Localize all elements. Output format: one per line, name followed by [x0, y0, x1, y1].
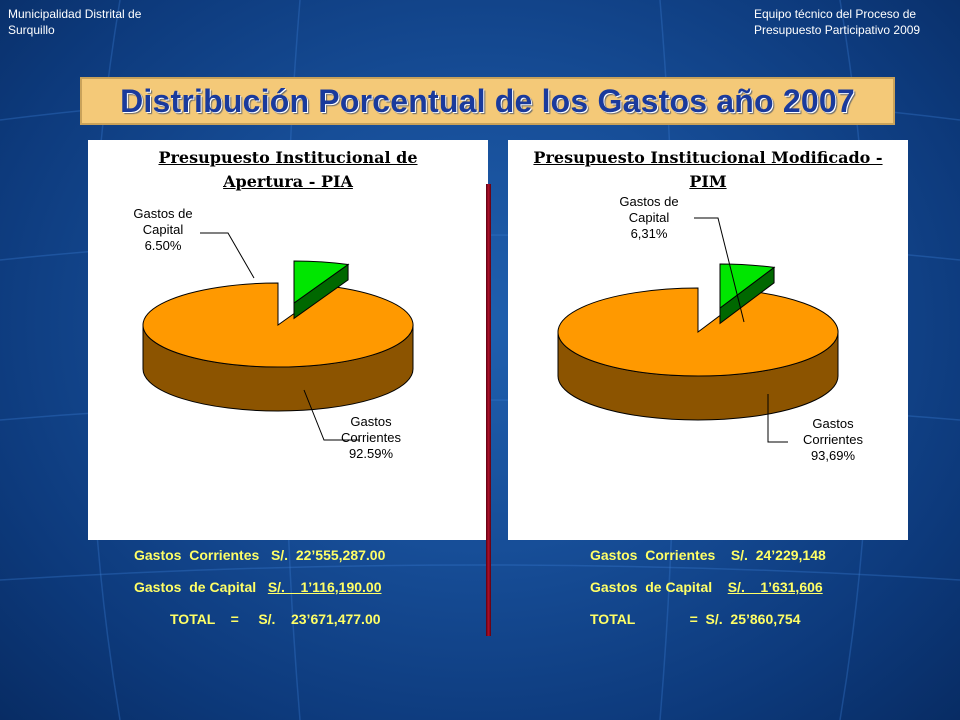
slice-corrientes — [142, 282, 414, 368]
chart-title-pim-line1: Presupuesto Institucional Modificado - — [533, 148, 883, 167]
summary-right-total: TOTAL = S/. 25’860,754 — [590, 609, 801, 629]
summary-left-row2: Gastos de Capital S/. 1’116,190.00 — [134, 577, 381, 597]
slice-label-corrientes: Gastos Corrientes 93,69% — [803, 416, 863, 463]
chart-panel-pia: Presupuesto Institucional de Apertura - … — [88, 140, 488, 540]
leader-line-capital — [200, 232, 255, 279]
summary-value: S/. 24’229,148 — [730, 547, 826, 563]
summary-left-row1: Gastos Corrientes S/. 22’555,287.00 — [134, 545, 385, 565]
header-organization: Municipalidad Distrital de Surquillo — [8, 7, 142, 37]
slice-label-capital: Gastos de Capital 6,31% — [619, 194, 679, 241]
summary-value: S/. 22’555,287.00 — [270, 547, 386, 563]
summary-label: Gastos de Capital — [590, 579, 713, 595]
summary-right-row1: Gastos Corrientes S/. 24’229,148 — [590, 545, 826, 565]
chart-title-pia: Presupuesto Institucional de Apertura - … — [88, 146, 488, 194]
summary-label: Gastos Corrientes — [134, 547, 260, 563]
summary-value: S/. 1’631,606 — [727, 579, 823, 595]
pie-chart-pia — [142, 232, 414, 441]
summary-label: TOTAL = — [170, 611, 239, 627]
summary-value: S/. 23’671,477.00 — [258, 611, 381, 627]
leader-line-corrientes — [767, 394, 788, 443]
slice-capital — [719, 263, 776, 310]
vertical-divider — [486, 184, 491, 636]
summary-value: S/. 25’860,754 — [705, 611, 801, 627]
slice-capital — [293, 260, 350, 304]
summary-label: Gastos Corrientes — [590, 547, 716, 563]
summary-label: TOTAL = — [590, 611, 698, 627]
chart-title-pim: Presupuesto Institucional Modificado - P… — [508, 146, 908, 194]
chart-title-pia-line2: Apertura - PIA — [223, 172, 353, 191]
summary-left-total: TOTAL = S/. 23’671,477.00 — [170, 609, 381, 629]
pie-chart-pim — [557, 217, 839, 443]
slide-title: Distribución Porcentual de los Gastos añ… — [120, 82, 855, 119]
chart-panel-pim: Presupuesto Institucional Modificado - P… — [508, 140, 908, 540]
chart-title-pia-line1: Presupuesto Institucional de — [158, 148, 418, 167]
slide-title-box: Distribución Porcentual de los Gastos añ… — [80, 77, 895, 125]
slice-label-capital: Gastos de Capital 6.50% — [133, 206, 193, 253]
leader-line-corrientes — [303, 389, 360, 441]
chart-title-pim-line2: PIM — [689, 172, 727, 191]
header-team: Equipo técnico del Proceso de Presupuest… — [754, 7, 921, 37]
summary-value: S/. 1’116,190.00 — [267, 579, 382, 595]
summary-label: Gastos de Capital — [134, 579, 257, 595]
slice-label-corrientes: Gastos Corrientes 92.59% — [341, 414, 401, 461]
leader-line-capital — [694, 217, 745, 323]
slice-corrientes — [557, 287, 839, 377]
summary-right-row2: Gastos de Capital S/. 1’631,606 — [590, 577, 823, 597]
